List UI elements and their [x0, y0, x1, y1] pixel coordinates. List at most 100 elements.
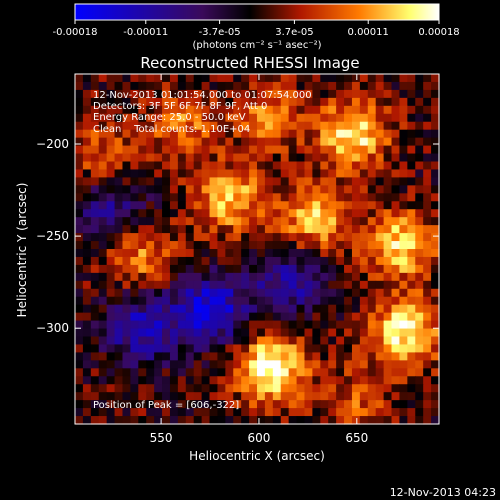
- heatmap-cell: [415, 81, 424, 91]
- heatmap-cell: [185, 264, 195, 274]
- heatmap-cell: [280, 312, 290, 322]
- heatmap-cell: [304, 392, 313, 401]
- heatmap-cell: [225, 312, 234, 322]
- heatmap-cell: [312, 129, 321, 139]
- heatmap-cell: [162, 368, 171, 377]
- heatmap-cell: [351, 408, 361, 417]
- heatmap-cell: [280, 336, 290, 346]
- heatmap-cell: [169, 328, 179, 338]
- heatmap-cell: [201, 264, 211, 274]
- heatmap-cell: [336, 193, 345, 202]
- heatmap-cell: [138, 177, 147, 186]
- heatmap-cell: [257, 233, 266, 242]
- heatmap-cell: [359, 312, 369, 322]
- heatmap-cell: [225, 233, 234, 242]
- heatmap-cell: [272, 376, 282, 385]
- heatmap-cell: [185, 256, 195, 266]
- heatmap-cell: [328, 185, 337, 194]
- heatmap-cell: [296, 161, 306, 171]
- heatmap-cell: [407, 217, 416, 226]
- heatmap-cell: [383, 169, 393, 178]
- heatmap-cell: [304, 81, 313, 91]
- heatmap-cell: [90, 416, 100, 425]
- heatmap-cell: [249, 272, 258, 282]
- heatmap-cell: [154, 392, 163, 401]
- heatmap-cell: [138, 81, 147, 91]
- heatmap-cell: [257, 105, 266, 115]
- heatmap-cell: [162, 97, 171, 107]
- heatmap-cell: [233, 408, 242, 417]
- heatmap-cell: [249, 74, 258, 83]
- heatmap-cell: [162, 256, 171, 266]
- heatmap-cell: [383, 392, 393, 401]
- heatmap-cell: [169, 296, 179, 306]
- heatmap-cell: [312, 97, 321, 107]
- heatmap-cell: [185, 352, 195, 361]
- heatmap-cell: [209, 256, 219, 266]
- heatmap-cell: [209, 336, 219, 346]
- heatmap-cell: [336, 185, 345, 194]
- heatmap-cell: [375, 408, 385, 417]
- heatmap-cell: [328, 328, 337, 338]
- heatmap-cell: [272, 249, 282, 258]
- heatmap-cell: [201, 408, 211, 417]
- heatmap-cell: [344, 296, 353, 306]
- heatmap-cell: [185, 408, 195, 417]
- heatmap-cell: [233, 153, 242, 163]
- heatmap-cell: [98, 145, 108, 155]
- heatmap-cell: [312, 145, 321, 155]
- heatmap-cell: [217, 416, 226, 425]
- heatmap-cell: [296, 169, 306, 178]
- heatmap-cell: [336, 249, 345, 258]
- heatmap-cell: [391, 368, 401, 377]
- heatmap-cell: [423, 233, 432, 242]
- heatmap-cell: [391, 105, 401, 115]
- heatmap-cell: [359, 105, 369, 115]
- heatmap-cell: [106, 185, 116, 194]
- heatmap-cell: [90, 256, 100, 266]
- heatmap-cell: [257, 312, 266, 322]
- heatmap-cell: [320, 121, 329, 131]
- heatmap-cell: [185, 145, 195, 155]
- heatmap-cell: [249, 177, 258, 186]
- heatmap-cell: [209, 408, 219, 417]
- heatmap-cell: [359, 209, 369, 218]
- heatmap-cell: [249, 328, 258, 338]
- heatmap-cell: [415, 121, 424, 131]
- heatmap-cell: [367, 264, 377, 274]
- heatmap-cell: [225, 105, 234, 115]
- x-axis-ticks: 550 600 650: [150, 74, 368, 445]
- heatmap-cell: [383, 161, 393, 171]
- heatmap-cell: [241, 312, 250, 322]
- heatmap-cell: [138, 137, 147, 147]
- heatmap-cell: [169, 129, 179, 139]
- heatmap-cell: [367, 105, 377, 115]
- heatmap-cell: [209, 344, 219, 353]
- heatmap-cell: [359, 288, 369, 298]
- heatmap-cell: [312, 153, 321, 163]
- heatmap-cell: [154, 121, 163, 131]
- heatmap-cell: [423, 272, 432, 282]
- heatmap-cell: [146, 241, 155, 250]
- heatmap-cell: [407, 392, 416, 401]
- heatmap-cell: [90, 368, 100, 377]
- heatmap-cell: [114, 97, 124, 107]
- y-tick-label: −300: [36, 321, 69, 335]
- heatmap-cell: [106, 360, 116, 369]
- heatmap-cell: [225, 392, 234, 401]
- heatmap-cell: [272, 264, 282, 274]
- heatmap-cell: [177, 368, 187, 377]
- heatmap-cell: [288, 360, 298, 369]
- heatmap-cell: [415, 288, 424, 298]
- heatmap-cell: [130, 129, 139, 139]
- heatmap-cell: [304, 153, 313, 163]
- heatmap-cell: [185, 217, 195, 226]
- heatmap-cell: [146, 296, 155, 306]
- heatmap-cell: [367, 288, 377, 298]
- heatmap-cell: [193, 89, 203, 99]
- heatmap-cell: [407, 209, 416, 218]
- heatmap-cell: [82, 288, 92, 298]
- heatmap-cell: [288, 185, 298, 194]
- heatmap-cell: [138, 336, 147, 346]
- heatmap-cell: [154, 185, 163, 194]
